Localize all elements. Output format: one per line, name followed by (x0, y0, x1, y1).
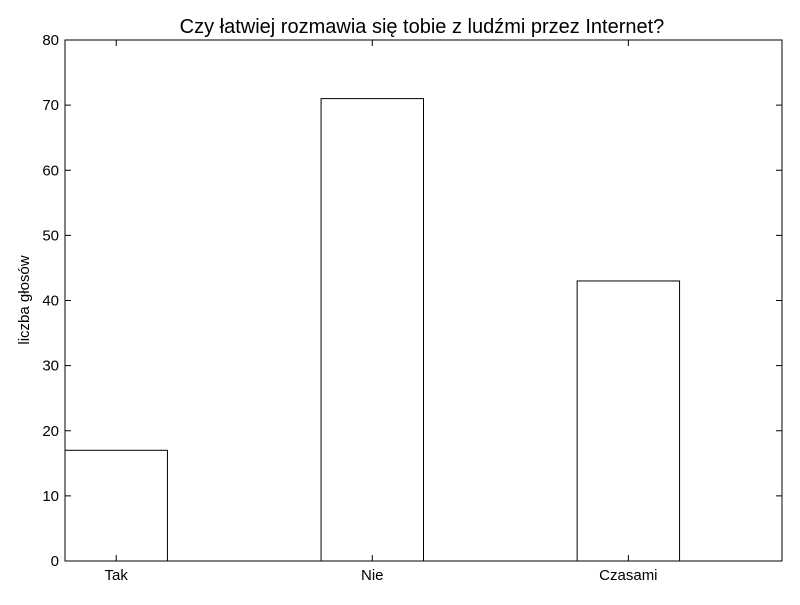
bar-tak (64, 449, 168, 562)
bars-layer (64, 98, 681, 562)
chart-title: Czy łatwiej rozmawia się tobie z ludźmi … (180, 16, 665, 38)
y-tick-label: 50 (42, 227, 59, 244)
y-tick-label: 70 (42, 97, 59, 114)
y-tick-label: 10 (42, 488, 59, 505)
bar-nie (320, 98, 425, 562)
y-axis-ticks: 0 10 20 30 40 50 60 70 80 (42, 32, 782, 570)
x-tick-label-tak: Tak (105, 567, 129, 584)
y-tick-label: 80 (42, 32, 59, 49)
x-axis-ticks: Tak Nie Czasami (105, 40, 658, 584)
y-tick-label: 60 (42, 162, 59, 179)
y-tick-label: 20 (42, 423, 59, 440)
y-axis-label: liczba głosów (16, 255, 33, 344)
bar-czasami (576, 280, 681, 562)
plot-frame (64, 39, 783, 562)
y-tick-label: 0 (51, 553, 59, 570)
y-tick-label: 40 (42, 293, 59, 310)
x-tick-label-czasami: Czasami (599, 567, 657, 584)
x-tick-label-nie: Nie (361, 567, 384, 584)
y-tick-label: 30 (42, 358, 59, 375)
